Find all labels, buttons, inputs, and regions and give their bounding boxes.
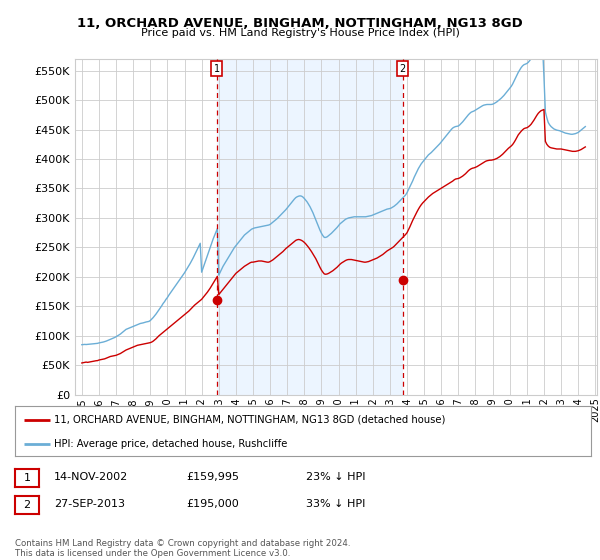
Text: 11, ORCHARD AVENUE, BINGHAM, NOTTINGHAM, NG13 8GD: 11, ORCHARD AVENUE, BINGHAM, NOTTINGHAM,…	[77, 17, 523, 30]
Text: 23% ↓ HPI: 23% ↓ HPI	[306, 472, 365, 482]
Text: 2: 2	[23, 500, 31, 510]
Text: 1: 1	[214, 64, 220, 74]
Text: Price paid vs. HM Land Registry's House Price Index (HPI): Price paid vs. HM Land Registry's House …	[140, 28, 460, 38]
Bar	[217, 59, 403, 395]
Text: 1: 1	[23, 473, 31, 483]
Text: Contains HM Land Registry data © Crown copyright and database right 2024.
This d: Contains HM Land Registry data © Crown c…	[15, 539, 350, 558]
Text: HPI: Average price, detached house, Rushcliffe: HPI: Average price, detached house, Rush…	[54, 439, 287, 449]
Text: 27-SEP-2013: 27-SEP-2013	[54, 499, 125, 509]
Text: £159,995: £159,995	[186, 472, 239, 482]
Text: 33% ↓ HPI: 33% ↓ HPI	[306, 499, 365, 509]
Text: £195,000: £195,000	[186, 499, 239, 509]
Text: 11, ORCHARD AVENUE, BINGHAM, NOTTINGHAM, NG13 8GD (detached house): 11, ORCHARD AVENUE, BINGHAM, NOTTINGHAM,…	[54, 414, 446, 424]
Text: 14-NOV-2002: 14-NOV-2002	[54, 472, 128, 482]
Text: 2: 2	[400, 64, 406, 74]
